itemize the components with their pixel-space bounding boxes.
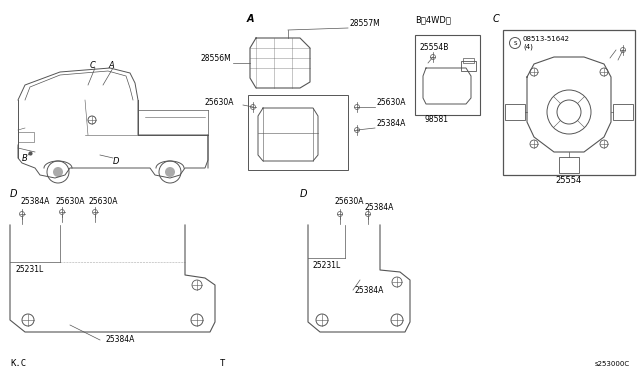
Bar — [415, 35, 480, 115]
Text: 25630A: 25630A — [205, 98, 234, 107]
Text: 08513-51642: 08513-51642 — [523, 36, 570, 42]
Text: B〈4WD〉: B〈4WD〉 — [415, 15, 451, 24]
Text: 25384A: 25384A — [355, 286, 385, 295]
Text: 25384A: 25384A — [20, 197, 49, 206]
Text: D: D — [10, 189, 17, 199]
Text: 25554B: 25554B — [420, 43, 449, 52]
Text: 25384A: 25384A — [105, 335, 134, 344]
Bar — [559, 157, 579, 173]
Text: 28556M: 28556M — [200, 54, 231, 63]
Text: s253000C: s253000C — [595, 361, 630, 367]
Text: A: A — [108, 61, 114, 70]
Text: 25630A: 25630A — [55, 197, 84, 206]
Text: 25630A: 25630A — [88, 197, 118, 206]
Text: (4): (4) — [523, 43, 533, 49]
Bar — [613, 104, 633, 120]
Text: 28557M: 28557M — [350, 19, 381, 28]
Bar — [463, 58, 474, 63]
Bar — [248, 95, 348, 170]
Text: 25630A: 25630A — [335, 197, 365, 206]
Text: 25384A: 25384A — [365, 203, 394, 212]
Text: A: A — [247, 14, 255, 24]
Text: C: C — [90, 61, 96, 70]
Text: 25231L: 25231L — [15, 265, 44, 274]
Text: T: T — [220, 359, 225, 368]
Circle shape — [165, 167, 175, 177]
Bar — [461, 61, 476, 71]
Bar — [503, 30, 635, 175]
Text: D: D — [300, 189, 307, 199]
Text: 98581: 98581 — [425, 115, 449, 124]
Bar — [18, 132, 34, 142]
Text: K.C: K.C — [10, 359, 26, 368]
Text: 25231L: 25231L — [313, 261, 341, 270]
Text: D: D — [113, 157, 119, 166]
Text: 25554: 25554 — [556, 176, 582, 185]
Text: 25630A: 25630A — [377, 98, 406, 107]
Text: S: S — [513, 41, 516, 46]
Circle shape — [53, 167, 63, 177]
Text: B: B — [22, 154, 28, 163]
Bar — [505, 104, 525, 120]
Text: 25384A: 25384A — [377, 119, 406, 128]
Text: C: C — [493, 14, 500, 24]
